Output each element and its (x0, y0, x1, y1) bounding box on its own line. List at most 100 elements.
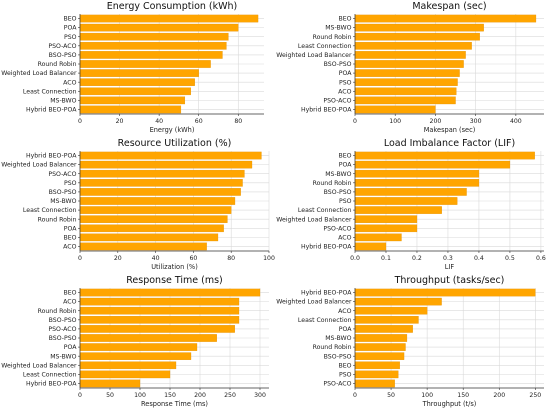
bar (354, 334, 408, 342)
bar (79, 224, 224, 233)
y-tick-label: BSO-PSO (49, 52, 77, 59)
y-tick-label: Weighted Load Balancer (1, 162, 77, 169)
x-tick-label: 400 (510, 118, 522, 125)
x-tick-label: 250 (529, 392, 541, 399)
bar (354, 51, 466, 59)
y-tick-label: Weighted Load Balancer (276, 299, 352, 306)
x-tick-label: 100 (421, 392, 433, 399)
x-tick-label: 0.2 (412, 255, 422, 262)
bar (354, 224, 418, 233)
x-tick-label: 50 (106, 392, 114, 399)
bar (79, 42, 227, 50)
bar (354, 233, 402, 242)
bar (354, 78, 458, 86)
y-tick-label: Hybrid BEO-POA (301, 244, 352, 251)
bar (354, 206, 442, 214)
chart-panel-6: Hybrid BEO-POA Weighted Load Balancer ACO L… (276, 275, 544, 408)
bar (79, 215, 228, 223)
y-tick-label: Hybrid BEO-POA (26, 381, 77, 388)
chart-panel-3: Hybrid BEO-POA Weighted Load Balancer PSO-… (1, 138, 275, 271)
bar (79, 288, 261, 297)
y-tick-label: MS-BWO (325, 171, 351, 178)
chart-title: Makespan (sec) (412, 1, 486, 12)
y-tick-label: Weighted Load Balancer (1, 362, 77, 369)
bar (354, 316, 419, 324)
y-tick-label: Least Connection (298, 207, 352, 214)
bar (79, 32, 229, 41)
x-tick-label: 250 (224, 392, 236, 399)
chart-title: Load Imbalance Factor (LIF) (384, 138, 515, 149)
y-tick-label: PSO-ACO (48, 326, 76, 333)
x-tick-label: 50 (387, 392, 395, 399)
bar (79, 316, 240, 324)
bar (354, 14, 537, 23)
y-tick-label: BEO (63, 234, 76, 241)
y-tick-label: POA (339, 326, 352, 333)
bar (79, 96, 186, 105)
bar (354, 325, 413, 333)
y-tick-label: Least Connection (23, 207, 77, 214)
x-tick-label: 0.0 (350, 255, 360, 262)
x-tick-label: 150 (164, 392, 176, 399)
y-tick-label: MS-BWO (325, 335, 351, 342)
bar (354, 288, 536, 297)
bar (79, 188, 241, 196)
bar (354, 42, 472, 50)
y-tick-label: PSO-ACO (323, 97, 351, 104)
y-tick-label: Round Robin (313, 344, 352, 351)
chart-title: Response Time (ms) (126, 275, 223, 286)
bar (79, 87, 191, 96)
chart-title: Resource Utilization (%) (118, 138, 232, 149)
y-tick-label: POA (64, 25, 77, 32)
x-tick-label: 300 (254, 392, 266, 399)
bar (79, 233, 219, 242)
x-tick-label: 100 (389, 118, 401, 125)
bar (354, 169, 480, 178)
y-tick-label: BSO-PSO (49, 317, 77, 324)
bar (79, 151, 262, 160)
y-tick-label: PSO (339, 79, 352, 86)
x-tick-label: 0.1 (381, 255, 391, 262)
chart-title: Energy Consumption (kWh) (107, 1, 238, 12)
y-tick-label: Weighted Load Balancer (276, 216, 352, 223)
y-tick-label: Round Robin (38, 61, 77, 68)
bar (79, 197, 236, 205)
bar (354, 23, 484, 32)
x-tick-label: 0 (353, 118, 357, 125)
y-tick-label: PSO (64, 180, 77, 187)
y-tick-label: BSO-PSO (324, 353, 352, 360)
y-tick-label: Weighted Load Balancer (276, 52, 352, 59)
x-tick-label: 200 (493, 392, 505, 399)
bar (79, 60, 211, 68)
y-tick-label: Least Connection (298, 317, 352, 324)
y-tick-label: MS-BWO (50, 97, 76, 104)
bar (354, 32, 480, 41)
y-tick-label: BEO (63, 290, 76, 297)
bar (79, 343, 198, 351)
x-tick-label: 0 (78, 255, 82, 262)
x-tick-label: 40 (155, 118, 163, 125)
chart-panel-2: BEO MS-BWO Round Robin Least Connection Weig… (276, 1, 544, 134)
bar (79, 78, 195, 86)
bar (79, 361, 177, 370)
bar (79, 370, 171, 379)
bar (79, 352, 192, 360)
bar (79, 379, 141, 388)
x-tick-label: 0 (78, 118, 82, 125)
x-tick-label: 150 (457, 392, 469, 399)
bar (79, 23, 239, 32)
x-axis-label: Throughput (t/s) (422, 400, 477, 408)
y-tick-label: ACO (338, 308, 351, 315)
bar (79, 334, 217, 342)
x-tick-label: 200 (194, 392, 206, 399)
y-tick-label: MS-BWO (325, 25, 351, 32)
x-tick-label: 0.3 (443, 255, 453, 262)
bar (354, 69, 460, 77)
bar (79, 14, 259, 23)
bar (354, 188, 467, 196)
bar (354, 96, 456, 105)
x-axis-label: LIF (445, 263, 455, 271)
chart-title: Throughput (tasks/sec) (394, 275, 505, 286)
y-tick-label: ACO (338, 234, 351, 241)
